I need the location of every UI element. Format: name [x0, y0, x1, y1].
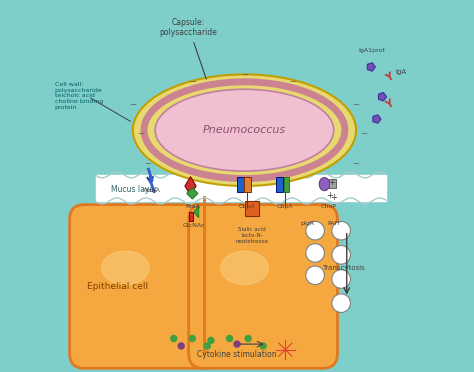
- Text: −: −: [129, 100, 137, 109]
- Circle shape: [226, 335, 233, 342]
- Circle shape: [332, 270, 350, 288]
- Text: PAFr: PAFr: [327, 221, 340, 226]
- Text: Sialic acid
lacto-N-
neotetreose: Sialic acid lacto-N- neotetreose: [236, 227, 268, 244]
- Text: −: −: [353, 100, 360, 109]
- Bar: [237, 177, 244, 192]
- Text: ChoP: ChoP: [320, 203, 336, 209]
- Text: GlcNAc: GlcNAc: [183, 223, 205, 228]
- Circle shape: [207, 337, 215, 344]
- Circle shape: [306, 266, 324, 285]
- Circle shape: [332, 246, 350, 264]
- Polygon shape: [378, 93, 386, 101]
- Bar: [245, 177, 251, 192]
- Circle shape: [259, 342, 267, 350]
- Text: Transcytosis: Transcytosis: [322, 265, 365, 271]
- Ellipse shape: [101, 251, 149, 285]
- Text: Pneumococcus: Pneumococcus: [203, 125, 286, 135]
- Text: +: +: [330, 193, 337, 202]
- Text: CbpA: CbpA: [239, 203, 255, 209]
- Text: −: −: [189, 77, 196, 86]
- Circle shape: [203, 342, 211, 350]
- Text: −: −: [289, 77, 296, 86]
- Text: −: −: [144, 159, 151, 168]
- Text: Cell wall:
polysaccharide
teichoic acid
choline binding
protein: Cell wall: polysaccharide teichoic acid …: [55, 82, 103, 110]
- Text: PsaA: PsaA: [185, 203, 200, 209]
- Polygon shape: [185, 177, 196, 195]
- Bar: [245, 201, 259, 216]
- Text: +: +: [326, 191, 333, 200]
- Polygon shape: [373, 115, 381, 123]
- Bar: [276, 177, 283, 192]
- Text: Mucus layer: Mucus layer: [110, 185, 157, 194]
- Text: Y: Y: [384, 98, 395, 110]
- FancyBboxPatch shape: [70, 205, 219, 368]
- Text: −: −: [353, 159, 360, 168]
- Text: Epithelial cell: Epithelial cell: [87, 282, 148, 291]
- Circle shape: [332, 294, 350, 312]
- Circle shape: [177, 342, 185, 350]
- Ellipse shape: [133, 74, 356, 186]
- FancyBboxPatch shape: [189, 205, 337, 368]
- Circle shape: [306, 221, 324, 240]
- Circle shape: [170, 335, 177, 342]
- Text: Y: Y: [384, 72, 395, 84]
- Text: IgA1prot: IgA1prot: [358, 48, 385, 53]
- Text: −: −: [137, 129, 144, 138]
- Text: NanA: NanA: [144, 187, 161, 193]
- Bar: [96, 175, 386, 201]
- Bar: [283, 177, 290, 192]
- Ellipse shape: [155, 89, 334, 171]
- Circle shape: [189, 335, 196, 342]
- Polygon shape: [367, 63, 375, 71]
- Text: Cytokine stimulation: Cytokine stimulation: [197, 350, 277, 359]
- Text: −: −: [241, 70, 248, 79]
- Text: Capsule:
polysaccharide: Capsule: polysaccharide: [160, 18, 218, 79]
- Ellipse shape: [319, 177, 329, 190]
- Text: +: +: [328, 178, 335, 187]
- Ellipse shape: [220, 251, 268, 285]
- Text: IgA: IgA: [395, 70, 406, 76]
- Circle shape: [332, 221, 350, 240]
- Circle shape: [306, 244, 324, 262]
- Polygon shape: [193, 206, 199, 218]
- Circle shape: [245, 335, 252, 342]
- Text: CbpA: CbpA: [277, 203, 294, 209]
- Text: pIgR: pIgR: [301, 221, 315, 226]
- Bar: [189, 212, 193, 221]
- Bar: [329, 179, 336, 188]
- Polygon shape: [187, 188, 198, 199]
- Text: −: −: [360, 129, 367, 138]
- Circle shape: [233, 340, 241, 348]
